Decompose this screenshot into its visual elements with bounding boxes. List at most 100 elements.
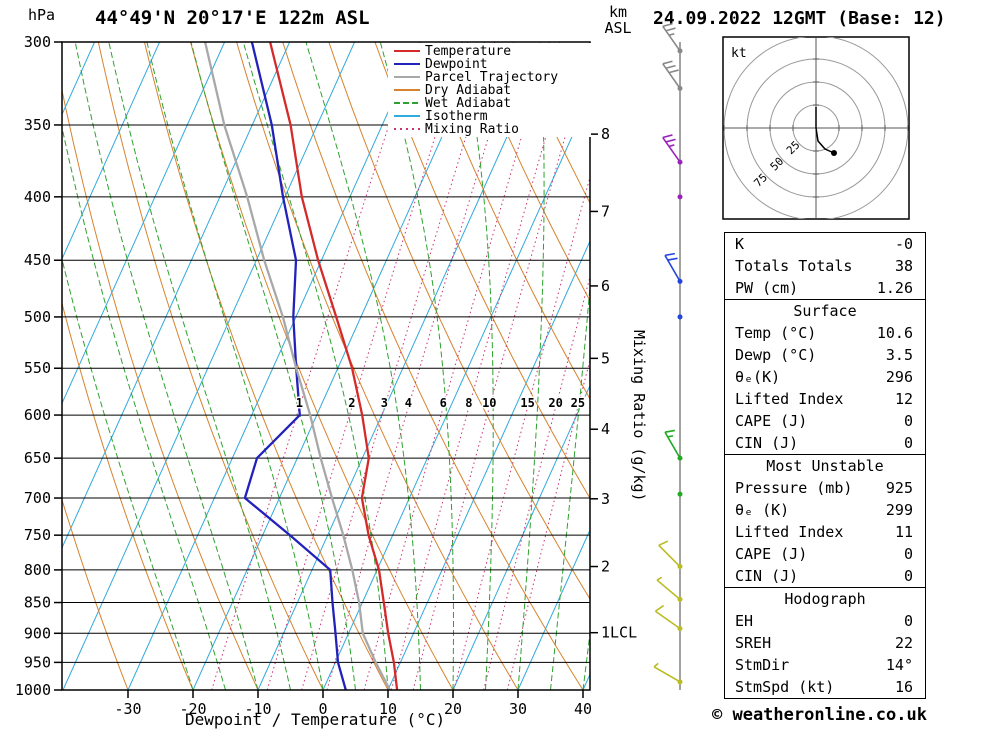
- table-row-label: Dewp (°C): [735, 345, 817, 364]
- table-row-value: 925: [885, 478, 913, 497]
- pressure-tick-label: 900: [24, 624, 51, 642]
- wind-barb-column: [653, 22, 683, 690]
- table-row-label: θₑ (K): [735, 500, 790, 519]
- temperature-curve: [268, 42, 399, 690]
- wind-barb: [662, 60, 683, 91]
- table-row: CAPE (J) 0: [725, 410, 925, 432]
- temperature-tick-label: 20: [444, 700, 462, 718]
- mixing-ratio-value-label: 1: [296, 396, 303, 410]
- table-section: K -0 Totals Totals 38 PW (cm) 1.26: [725, 233, 925, 299]
- wind-barb: [677, 491, 683, 497]
- mixing-ratio-value-label: 20: [548, 396, 562, 410]
- table-row: Pressure (mb) 925: [725, 477, 925, 499]
- table-row-label: Lifted Index: [735, 389, 844, 408]
- mixing-ratio-value-label: 8: [465, 396, 472, 410]
- copyright: © weatheronline.co.uk: [712, 705, 927, 725]
- dewpoint-curve: [243, 42, 347, 690]
- mixing-ratio-value-label: 2: [348, 396, 355, 410]
- table-row-label: K: [735, 234, 745, 253]
- wind-barb: [664, 252, 683, 284]
- wind-barb: [677, 314, 683, 320]
- hodograph-unit-label: kt: [731, 46, 747, 61]
- table-row: StmDir 14°: [725, 654, 925, 676]
- legend-background: [388, 43, 591, 137]
- table-row: EH 0: [725, 610, 925, 632]
- isotherm-line: [62, 42, 291, 549]
- table-row: CIN (J) 0: [725, 432, 925, 454]
- table-row: θₑ (K) 299: [725, 499, 925, 521]
- mixing-ratio-line: [211, 42, 417, 690]
- km-asl-axis-unit: km ASL: [598, 4, 638, 36]
- pressure-tick-label: 500: [24, 308, 51, 326]
- table-row: SREH 22: [725, 632, 925, 654]
- table-row: Totals Totals 38: [725, 255, 925, 277]
- legend-label: Dewpoint: [425, 57, 488, 72]
- wind-barb: [654, 604, 683, 631]
- table-row-value: 296: [885, 367, 913, 386]
- mixing-ratio-value-label: 6: [440, 396, 447, 410]
- mixing-ratio-value-label: 10: [482, 396, 496, 410]
- table-row-value: 3.5: [885, 345, 913, 364]
- pressure-tick-label: 600: [24, 406, 51, 424]
- table-row-value: 299: [885, 500, 913, 519]
- run-datetime: 24.09.2022 12GMT (Base: 12): [653, 8, 946, 29]
- wet-adiabat-line: [62, 125, 226, 690]
- sounding-profiles: [203, 42, 399, 690]
- isotherm-line: [127, 42, 421, 690]
- mixing-ratio-line: [390, 42, 574, 690]
- pressure-tick-label: 550: [24, 359, 51, 377]
- temperature-tick-label: -20: [179, 700, 206, 718]
- isotherm-line: [452, 384, 590, 690]
- isotherm-line: [62, 42, 356, 690]
- pressure-lines: [62, 41, 590, 691]
- isotherm-line: [322, 95, 590, 690]
- hodograph-trace: [815, 107, 835, 154]
- pressure-axis-unit: hPa: [28, 6, 56, 24]
- table-row-label: Temp (°C): [735, 323, 817, 342]
- table-section: Most Unstable Pressure (mb) 925 θₑ (K) 299 Li…: [725, 454, 925, 587]
- wet-adiabat-line: [582, 629, 590, 690]
- wet-adiabat-line: [550, 281, 590, 690]
- summary-table: K -0 Totals Totals 38 PW (cm) 1.26 Surface Temp…: [724, 232, 926, 699]
- table-row: CAPE (J) 0: [725, 543, 925, 565]
- pressure-tick-label: 850: [24, 594, 51, 612]
- mixing-ratio-line: [412, 48, 590, 690]
- table-row: StmSpd (kt) 16: [725, 676, 925, 698]
- temperature-tick-label: -10: [244, 700, 271, 718]
- table-row-label: CIN (J): [735, 433, 799, 452]
- table-row-value: 12: [894, 389, 913, 408]
- plot-border: [61, 41, 591, 691]
- table-row-label: Pressure (mb): [735, 478, 853, 497]
- table-row: CIN (J) 0: [725, 565, 925, 587]
- legend-label: Parcel Trajectory: [425, 70, 558, 85]
- dry-adiabat-line: [236, 42, 519, 690]
- mixing-ratio-value-label: 3: [381, 396, 388, 410]
- mixing-ratio-line: [301, 42, 496, 690]
- table-row-value: 38: [894, 256, 913, 275]
- km-tick-label: 2: [601, 558, 610, 576]
- dry-adiabat-line: [466, 42, 590, 302]
- dry-adiabat-line: [62, 498, 129, 690]
- table-row: θₑ(K) 296: [725, 366, 925, 388]
- table-row-value: 1.26: [876, 278, 913, 297]
- km-tick-label: 7: [601, 202, 610, 220]
- x-axis-label: Dewpoint / Temperature (°C): [185, 710, 446, 729]
- km-tick-label: 4: [601, 420, 610, 438]
- table-row: PW (cm) 1.26: [725, 277, 925, 299]
- table-row: K -0: [725, 233, 925, 255]
- table-section-header: Surface: [793, 301, 857, 320]
- parcel-curve: [203, 42, 391, 690]
- km-axis-unit: km: [608, 3, 628, 21]
- mixing-ratio-value-label: 25: [571, 396, 585, 410]
- dry-adiabat-line: [62, 88, 259, 690]
- table-section: Surface Temp (°C) 10.6 Dewp (°C) 3.5 θₑ(K) 296…: [725, 299, 925, 454]
- legend-label: Wet Adiabat: [425, 96, 511, 111]
- temperature-tick-label: 10: [379, 700, 397, 718]
- table-row-value: 10.6: [876, 323, 913, 342]
- table-row: Lifted Index 12: [725, 388, 925, 410]
- table-row: Temp (°C) 10.6: [725, 322, 925, 344]
- legend-label: Temperature: [425, 44, 511, 59]
